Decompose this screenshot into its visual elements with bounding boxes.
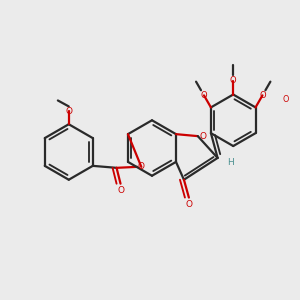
Text: O: O: [230, 76, 236, 85]
Text: O: O: [199, 132, 206, 141]
Text: O: O: [138, 162, 145, 171]
Text: O: O: [201, 91, 207, 100]
Text: O: O: [117, 186, 124, 195]
Text: O: O: [259, 91, 266, 100]
Text: O: O: [185, 200, 192, 209]
Text: H: H: [227, 158, 234, 167]
Text: O: O: [282, 95, 288, 104]
Text: O: O: [65, 107, 72, 116]
